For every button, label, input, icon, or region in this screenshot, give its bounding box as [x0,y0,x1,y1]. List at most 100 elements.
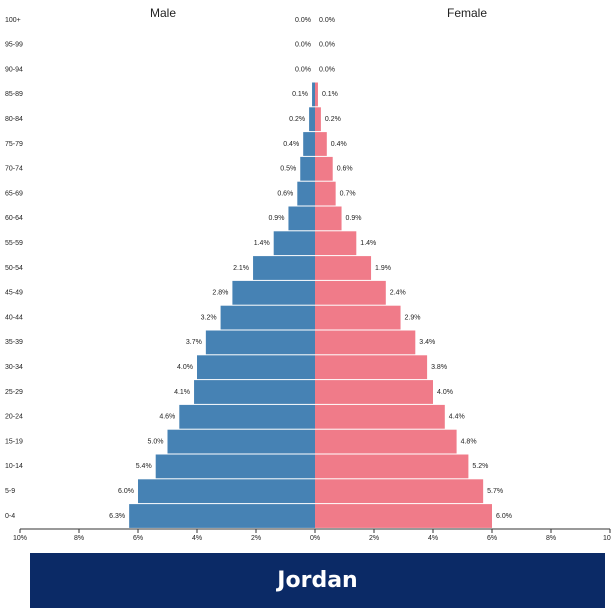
value-label: 0.0% [319,66,335,73]
bar [253,256,315,280]
value-label: 6.0% [496,513,512,520]
value-label: 4.6% [159,414,175,421]
bar [315,181,336,206]
bar [315,305,401,330]
x-tick-label: 8% [546,535,556,542]
bar [297,181,315,206]
value-label: 0.6% [277,190,293,197]
age-label: 75-79 [5,141,23,148]
x-tick-label: 4% [192,535,202,542]
bar [303,132,315,156]
age-label: 25-29 [5,389,23,396]
age-label: 80-84 [5,116,23,123]
value-label: 0.9% [268,215,284,222]
bar [315,355,428,380]
age-label: 90-94 [5,66,23,73]
bar [315,156,333,181]
age-label: 20-24 [5,414,23,421]
value-label: 0.2% [289,116,305,123]
bar [197,355,315,380]
bar [194,380,315,404]
value-label: 0.5% [280,166,296,173]
value-label: 1.4% [360,240,376,247]
value-label: 5.7% [487,488,503,495]
x-tick-label: 6% [133,535,143,542]
value-label: 5.4% [136,463,152,470]
x-tick-label: 2% [251,535,261,542]
bar [315,82,318,107]
value-label: 0.1% [292,91,308,98]
age-label: 60-64 [5,215,23,222]
bar [167,429,315,454]
country-banner: Jordan [30,553,605,608]
bar [155,454,315,479]
value-label: 0.0% [319,42,335,49]
age-label: 100+ [5,17,21,24]
bar [205,330,315,355]
value-label: 5.0% [148,438,164,445]
bar [129,504,315,528]
x-tick-label: 2% [369,535,379,542]
bar [315,256,372,280]
value-label: 0.0% [295,42,311,49]
bar [315,479,484,504]
value-label: 4.4% [449,414,465,421]
x-tick-label: 4% [428,535,438,542]
bar [315,404,445,429]
value-label: 0.0% [295,66,311,73]
value-label: 2.8% [212,290,228,297]
bar [300,156,315,181]
value-label: 2.1% [233,265,249,272]
age-label: 30-34 [5,364,23,371]
bar [315,504,492,528]
bar [315,206,342,231]
bar [315,429,457,454]
bar [315,231,357,256]
bar [179,404,315,429]
value-label: 0.6% [337,166,353,173]
bar [273,231,315,256]
value-label: 3.2% [201,314,217,321]
bar [288,206,315,231]
value-label: 2.9% [405,314,421,321]
age-label: 40-44 [5,314,23,321]
bar [315,107,321,132]
bar [138,479,315,504]
value-label: 1.4% [254,240,270,247]
age-label: 5-9 [5,488,15,495]
value-label: 6.3% [109,513,125,520]
value-label: 0.1% [322,91,338,98]
bar [309,107,315,132]
age-label: 55-59 [5,240,23,247]
bar [315,132,327,156]
value-label: 0.4% [331,141,347,148]
age-label: 50-54 [5,265,23,272]
value-label: 4.0% [437,389,453,396]
x-tick-label: 8% [74,535,84,542]
value-label: 3.4% [419,339,435,346]
value-label: 3.8% [431,364,447,371]
age-label: 10-14 [5,463,23,470]
age-label: 45-49 [5,290,23,297]
age-label: 0-4 [5,513,15,520]
value-label: 3.7% [186,339,202,346]
value-label: 1.9% [375,265,391,272]
series-label: Male [150,6,176,20]
value-label: 6.0% [118,488,134,495]
value-label: 0.9% [346,215,362,222]
bar [315,280,386,305]
age-label: 70-74 [5,166,23,173]
x-tick-label: 0% [310,535,320,542]
value-label: 4.8% [461,438,477,445]
bar [315,454,469,479]
bar [315,380,433,404]
value-label: 0.0% [295,17,311,24]
age-label: 95-99 [5,42,23,49]
value-label: 4.0% [177,364,193,371]
x-tick-label: 6% [487,535,497,542]
age-label: 15-19 [5,438,23,445]
value-label: 0.2% [325,116,341,123]
value-label: 5.2% [472,463,488,470]
value-label: 0.0% [319,17,335,24]
